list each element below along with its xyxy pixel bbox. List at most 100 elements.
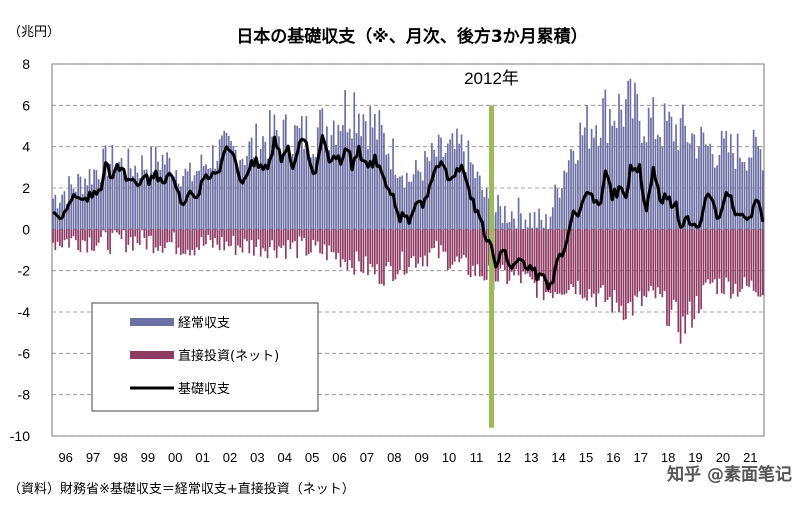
- current-account-bar: [351, 138, 353, 230]
- direct-investment-bar: [682, 229, 684, 317]
- current-account-bar: [520, 213, 522, 230]
- direct-investment-bar: [636, 229, 639, 298]
- direct-investment-bar: [136, 229, 139, 244]
- current-account-bar: [307, 150, 310, 230]
- x-tick-label: 08: [387, 450, 401, 465]
- current-account-bar: [597, 145, 600, 230]
- current-account-bar: [344, 89, 346, 230]
- x-tick-label: 17: [634, 450, 648, 465]
- current-account-bar: [56, 208, 59, 230]
- y-tick-label: -6: [18, 345, 31, 361]
- current-account-bar: [499, 206, 502, 230]
- direct-investment-bar: [59, 229, 61, 246]
- direct-investment-bar: [262, 229, 264, 249]
- current-account-bar: [581, 135, 584, 230]
- current-account-bar: [198, 170, 200, 230]
- direct-investment-bar: [207, 229, 210, 235]
- direct-investment-bar: [474, 229, 477, 276]
- current-account-bar: [200, 154, 203, 230]
- direct-investment-bar: [531, 229, 534, 280]
- x-tick-label: 07: [360, 450, 374, 465]
- direct-investment-bar: [510, 229, 513, 272]
- direct-investment-bar: [268, 229, 271, 248]
- direct-investment-bar: [259, 229, 262, 257]
- direct-investment-bar: [79, 229, 82, 253]
- direct-investment-bar: [465, 229, 467, 258]
- current-account-bar: [702, 132, 705, 230]
- current-account-bar: [205, 164, 207, 230]
- current-account-bar: [100, 182, 102, 230]
- direct-investment-bar: [182, 229, 184, 254]
- current-account-bar: [513, 218, 515, 230]
- direct-investment-bar: [661, 229, 664, 298]
- direct-investment-bar: [307, 229, 310, 255]
- current-account-bar: [300, 116, 303, 230]
- current-account-bar: [380, 125, 383, 230]
- direct-investment-bar: [458, 229, 461, 263]
- direct-investment-bars: [52, 229, 764, 344]
- direct-investment-bar: [298, 229, 301, 237]
- current-account-bar: [631, 118, 634, 230]
- x-tick-label: 02: [223, 450, 237, 465]
- current-account-bar: [561, 188, 563, 230]
- direct-investment-bar: [403, 229, 406, 275]
- current-account-bar: [458, 143, 461, 230]
- direct-investment-bar: [431, 229, 433, 249]
- current-account-bar: [526, 227, 529, 230]
- direct-investment-bar: [314, 229, 317, 246]
- direct-investment-bar: [198, 229, 200, 250]
- current-account-bar: [602, 98, 604, 230]
- direct-investment-bar: [303, 229, 305, 238]
- current-account-bar: [535, 227, 538, 230]
- direct-investment-bar: [695, 229, 698, 297]
- direct-investment-bar: [686, 229, 689, 315]
- current-account-bar: [259, 148, 262, 230]
- direct-investment-bar: [97, 229, 100, 243]
- direct-investment-bar: [654, 229, 657, 299]
- current-account-bar: [152, 171, 155, 230]
- y-tick-label: 0: [22, 221, 30, 237]
- current-account-bar: [120, 157, 123, 230]
- direct-investment-bar: [645, 229, 648, 298]
- direct-investment-bar: [223, 229, 226, 251]
- current-account-bar: [243, 165, 246, 230]
- current-account-bar: [154, 146, 157, 230]
- direct-investment-bar: [90, 229, 93, 251]
- direct-investment-bar: [444, 229, 447, 252]
- current-account-bar: [437, 134, 440, 230]
- y-tick-label: -4: [18, 304, 31, 320]
- direct-investment-bar: [168, 229, 171, 242]
- direct-investment-bar: [264, 229, 267, 252]
- current-account-bar: [218, 139, 221, 230]
- current-account-bar: [588, 148, 591, 230]
- current-account-bar: [727, 152, 730, 230]
- direct-investment-bar: [613, 229, 616, 291]
- direct-investment-bar: [77, 229, 79, 250]
- direct-investment-bar: [237, 229, 239, 246]
- direct-investment-bar: [161, 229, 164, 253]
- direct-investment-bar: [273, 229, 276, 251]
- direct-investment-bar: [449, 229, 451, 269]
- current-account-bar: [672, 141, 675, 230]
- current-account-bar: [326, 126, 328, 230]
- direct-investment-bar: [554, 229, 556, 293]
- direct-investment-bar: [497, 229, 499, 282]
- direct-investment-bar: [355, 229, 358, 252]
- current-account-bar: [90, 184, 93, 230]
- current-account-bar: [752, 129, 755, 230]
- direct-investment-bar: [143, 229, 146, 238]
- current-account-bar: [652, 97, 655, 230]
- direct-investment-bar: [54, 229, 57, 251]
- direct-investment-bar: [191, 229, 194, 250]
- current-account-bar: [77, 173, 79, 230]
- current-account-bar: [346, 132, 349, 230]
- current-account-bar: [323, 147, 326, 230]
- current-account-bar: [227, 135, 230, 230]
- direct-investment-bar: [170, 229, 173, 243]
- gridlines: [51, 63, 765, 437]
- direct-investment-bar: [522, 229, 524, 272]
- direct-investment-bar: [483, 229, 486, 281]
- current-account-bar: [497, 195, 499, 230]
- direct-investment-bar: [380, 229, 383, 284]
- current-account-bar: [61, 194, 64, 230]
